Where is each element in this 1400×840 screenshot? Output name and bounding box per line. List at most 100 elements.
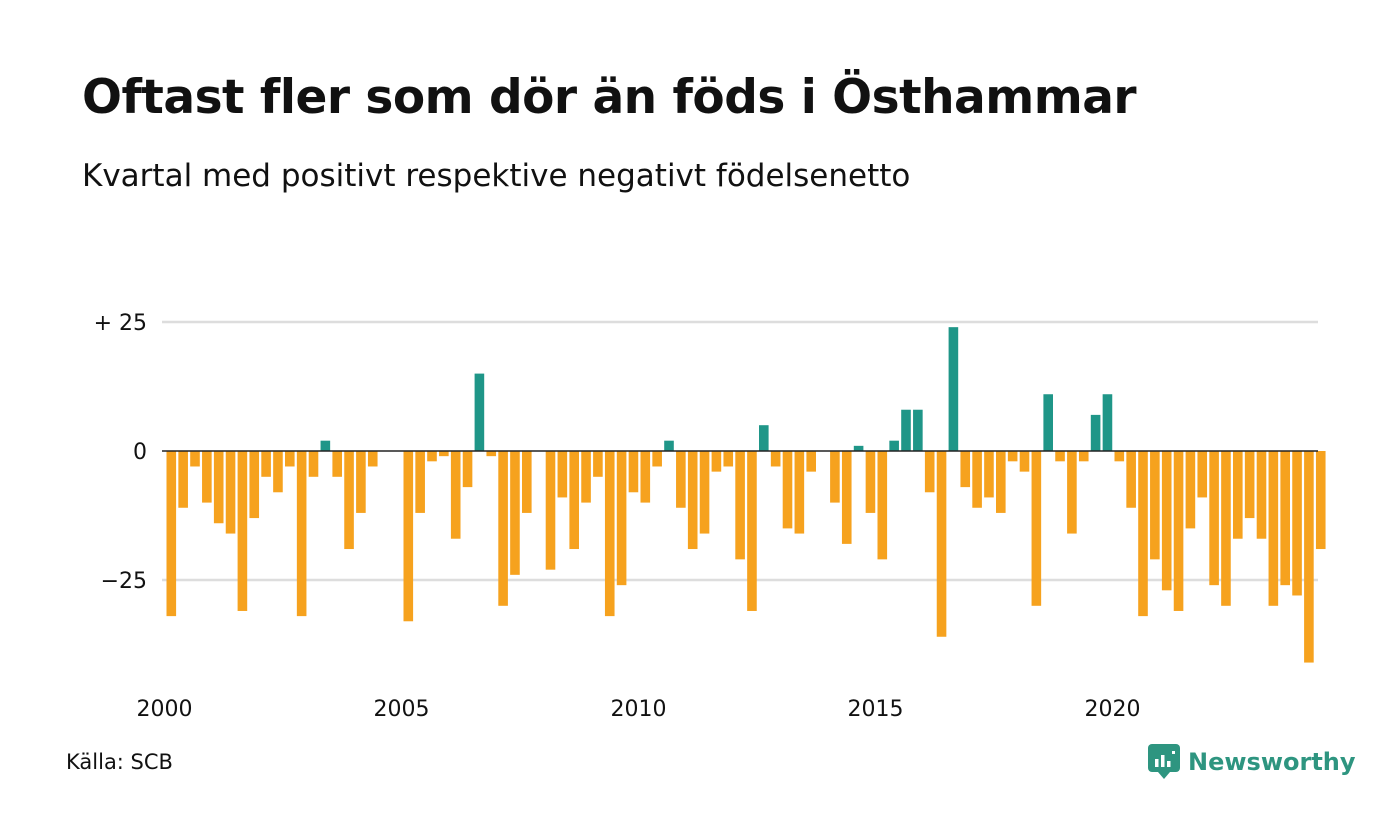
bar [202, 451, 212, 503]
bar [1102, 394, 1113, 451]
bar [901, 409, 911, 451]
chart-subtitle: Kvartal med positivt respektive negativt… [82, 158, 911, 194]
bar [178, 451, 188, 508]
bar [1055, 451, 1065, 462]
bar [735, 451, 745, 560]
bar [344, 451, 354, 550]
bar [261, 451, 271, 477]
bar [1114, 451, 1125, 462]
bar [699, 451, 710, 534]
bar [1315, 451, 1326, 550]
bar [332, 451, 342, 477]
bar [249, 451, 260, 519]
bar [676, 451, 686, 508]
bar [1197, 451, 1208, 498]
bar [616, 451, 627, 586]
bar [367, 451, 378, 467]
bar [640, 451, 651, 503]
bar [462, 451, 473, 488]
bar [190, 451, 200, 467]
newsworthy-logo: Newsworthy [1148, 744, 1356, 780]
bar [770, 451, 781, 467]
bar [237, 451, 248, 611]
bar [889, 440, 899, 451]
bar [865, 451, 876, 513]
bar [782, 451, 793, 529]
bar [415, 451, 425, 513]
logo-text: Newsworthy [1188, 748, 1356, 776]
bar [984, 451, 994, 498]
bar [296, 451, 307, 617]
bar [723, 451, 734, 467]
bar [972, 451, 982, 508]
bar [1244, 451, 1255, 519]
x-tick-label: 2020 [1085, 697, 1141, 722]
bar [213, 451, 224, 524]
bar [522, 451, 532, 513]
y-tick-label: + 25 [94, 311, 147, 336]
bar [486, 451, 497, 457]
bar [1031, 451, 1042, 606]
bar [794, 451, 805, 534]
bar [841, 451, 852, 544]
bar [498, 451, 508, 606]
bar [581, 451, 591, 503]
bar [1138, 451, 1148, 617]
bar [450, 451, 461, 539]
bar [1090, 414, 1101, 451]
source-label: Källa: SCB [66, 750, 173, 774]
bar [569, 451, 579, 550]
bar [960, 451, 971, 488]
bar [166, 451, 177, 617]
bar [924, 451, 935, 493]
y-tick-label: 0 [133, 440, 147, 465]
bar [593, 451, 603, 477]
bar [1280, 451, 1290, 586]
x-tick-label: 2010 [611, 697, 667, 722]
bar [557, 451, 568, 498]
bar [759, 425, 769, 451]
axes: + 25 0 −25 2000 2005 2010 2015 2020 [94, 311, 1318, 722]
grid-lines [162, 320, 1318, 582]
bar [1304, 451, 1314, 663]
bar [711, 451, 722, 472]
bar [1209, 451, 1219, 586]
bar [913, 409, 923, 451]
chart-title: Oftast fler som dör än föds i Östhammar [82, 70, 1137, 125]
bar [664, 440, 674, 451]
bar [877, 451, 888, 560]
x-tick-label: 2015 [848, 697, 904, 722]
y-tick-label: −25 [101, 569, 147, 594]
newsworthy-logo-icon [1148, 744, 1180, 779]
bar [628, 451, 639, 493]
bar [853, 445, 864, 451]
bar [830, 451, 840, 503]
bar [652, 451, 662, 467]
bar [1007, 451, 1018, 462]
bar [439, 451, 449, 457]
bar [1256, 451, 1267, 539]
bar [545, 451, 556, 570]
bar [936, 451, 947, 637]
bar [1292, 451, 1302, 596]
bar [747, 451, 757, 611]
bar [604, 451, 615, 617]
bar [1067, 451, 1077, 534]
bar [356, 451, 366, 513]
bar [1078, 451, 1089, 462]
bar [320, 440, 331, 451]
bar [1233, 451, 1243, 539]
x-tick-label: 2000 [137, 697, 193, 722]
bar [1150, 451, 1160, 560]
bar [308, 451, 319, 477]
bar [948, 327, 959, 451]
bar [806, 451, 816, 472]
bar-chart: + 25 0 −25 2000 2005 2010 2015 2020 [94, 311, 1326, 722]
bar [1268, 451, 1279, 606]
bar [996, 451, 1006, 513]
bar [273, 451, 283, 493]
bars [166, 327, 1326, 663]
bar [1043, 394, 1053, 451]
bar [1126, 451, 1136, 508]
bar [687, 451, 698, 550]
